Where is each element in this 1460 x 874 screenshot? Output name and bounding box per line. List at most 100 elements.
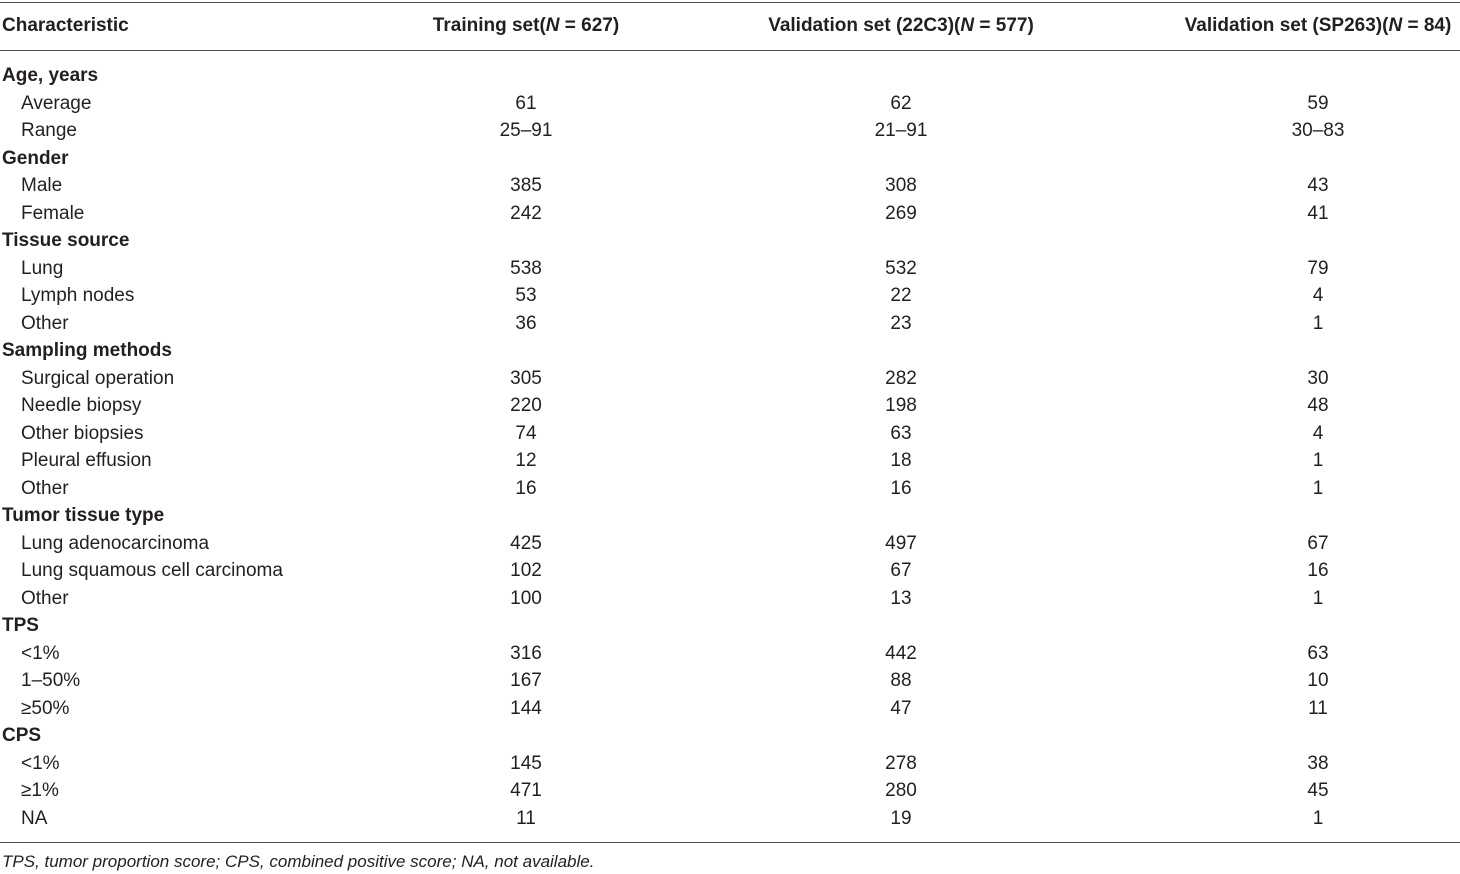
row-label: Average — [21, 92, 92, 114]
cell: 79 — [1307, 257, 1329, 279]
cell: 16 — [515, 477, 537, 499]
cell: 88 — [890, 670, 912, 691]
row-label: Other biopsies — [21, 422, 144, 444]
cell: 145 — [510, 752, 542, 774]
cell: 242 — [510, 202, 542, 224]
cell: 471 — [510, 780, 542, 801]
cell: 11 — [516, 807, 536, 829]
cell: 308 — [885, 175, 917, 196]
cell: 67 — [890, 560, 912, 581]
cell: 538 — [510, 257, 542, 279]
header-text: Training set( — [432, 15, 546, 36]
cell: 23 — [890, 312, 912, 334]
cell: 36 — [515, 312, 537, 334]
column-header: Validation set (22C3)(N = 577) — [768, 14, 1034, 38]
section-title: Tissue source — [2, 230, 130, 251]
cell: 425 — [510, 532, 542, 554]
header-rule — [0, 50, 1460, 51]
cell: 53 — [515, 285, 537, 306]
cell: 532 — [885, 257, 917, 279]
section-title: TPS — [2, 615, 39, 636]
row-label: Other — [21, 312, 69, 334]
header-n: N — [1388, 15, 1403, 36]
cell: 25–91 — [499, 120, 553, 141]
cell: 4 — [1312, 422, 1324, 444]
header-n: N — [960, 15, 975, 36]
row-label: Other — [21, 477, 69, 499]
cell: 1 — [1312, 807, 1324, 829]
row-label: <1% — [21, 642, 60, 664]
row-label: ≥1% — [21, 780, 59, 801]
cell: 41 — [1307, 202, 1329, 224]
cell: 67 — [1307, 532, 1329, 554]
cell: 1 — [1312, 450, 1324, 471]
cell: 13 — [890, 587, 912, 609]
cell: 10 — [1307, 670, 1329, 691]
cell: 63 — [890, 422, 912, 444]
row-label: Surgical operation — [21, 367, 175, 389]
row-label: Pleural effusion — [21, 450, 152, 471]
row-label: 1–50% — [21, 670, 81, 691]
row-label: Lymph nodes — [21, 285, 135, 306]
cell: 497 — [885, 532, 917, 554]
header-text: = 627) — [559, 15, 620, 36]
section-title: Tumor tissue type — [2, 505, 165, 526]
cell: 43 — [1307, 175, 1329, 196]
cell: 16 — [1307, 560, 1329, 581]
cell: 220 — [510, 395, 542, 416]
row-label: Range — [21, 120, 77, 141]
cell: 102 — [510, 560, 542, 581]
row-label: Lung adenocarcinoma — [21, 532, 210, 554]
header-text: = 577) — [974, 15, 1034, 36]
cell: 30–83 — [1291, 120, 1345, 141]
header-text: Validation set (SP263)( — [1184, 15, 1389, 36]
cell: 21–91 — [874, 120, 928, 141]
cell: 59 — [1307, 92, 1329, 114]
cell: 1 — [1312, 477, 1324, 499]
cell: 11 — [1308, 697, 1328, 719]
cell: 100 — [510, 587, 542, 609]
row-label: Needle biopsy — [21, 395, 142, 416]
row-label: ≥50% — [21, 697, 70, 719]
cell: 19 — [890, 807, 912, 829]
top-rule — [0, 2, 1460, 3]
column-header: Training set(N = 627) — [433, 14, 619, 38]
cell: 74 — [515, 422, 537, 444]
row-label: Lung squamous cell carcinoma — [21, 560, 283, 581]
cell: 198 — [885, 395, 917, 416]
cell: 12 — [515, 450, 537, 471]
row-label: Lung — [21, 257, 64, 279]
column-header: Characteristic — [2, 15, 129, 36]
cell: 48 — [1307, 395, 1329, 416]
cell: 30 — [1307, 367, 1329, 389]
row-label: NA — [21, 807, 48, 829]
header-text: Validation set (22C3)( — [768, 15, 961, 36]
section-title: Sampling methods — [2, 340, 172, 361]
cell: 1 — [1312, 312, 1324, 334]
cell: 62 — [890, 92, 912, 114]
cell: 385 — [510, 175, 542, 196]
row-label: Male — [21, 175, 63, 196]
bottom-rule — [0, 842, 1460, 843]
cell: 47 — [890, 697, 912, 719]
cell: 22 — [890, 285, 912, 306]
row-label: Other — [21, 587, 69, 609]
cell: 282 — [885, 367, 917, 389]
cell: 280 — [885, 780, 917, 801]
column-header: Validation set (SP263)(N = 84) — [1185, 14, 1452, 38]
section-title: Age, years — [2, 65, 99, 86]
cell: 269 — [885, 202, 917, 224]
cell: 18 — [890, 450, 912, 471]
header-n: N — [545, 15, 560, 36]
section-title: Gender — [2, 147, 69, 169]
section-title: CPS — [2, 725, 42, 746]
cell: 61 — [515, 92, 537, 114]
cell: 278 — [885, 752, 917, 774]
cell: 442 — [885, 642, 917, 664]
header-text: = 84) — [1402, 15, 1452, 36]
cell: 167 — [510, 670, 542, 691]
cell: 144 — [510, 697, 542, 719]
cell: 45 — [1307, 780, 1329, 801]
row-label: Female — [21, 202, 85, 224]
